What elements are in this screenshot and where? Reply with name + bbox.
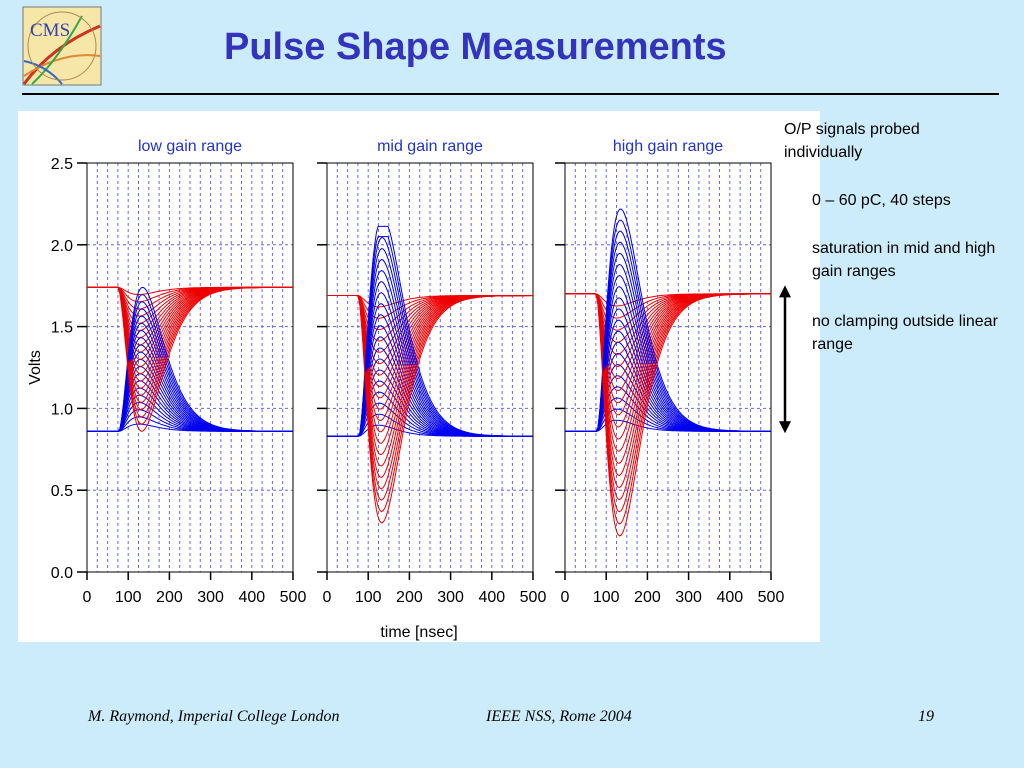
- trace-red: [565, 293, 771, 537]
- x-tick-label: 300: [437, 589, 464, 606]
- trace-red: [327, 295, 533, 524]
- trace-red: [87, 286, 293, 432]
- panel-frame: [326, 162, 534, 573]
- y-tick-label: 2.0: [51, 238, 73, 255]
- y-tick-label: 0.5: [51, 483, 73, 500]
- x-tick-label: 300: [197, 589, 224, 606]
- range-arrow-head-down: [779, 421, 791, 434]
- y-tick-label: 1.0: [51, 401, 73, 418]
- y-tick-label: 1.5: [51, 320, 73, 337]
- panel-frame: [564, 162, 772, 573]
- title-divider: [22, 93, 999, 95]
- x-tick-label: 200: [634, 589, 661, 606]
- note-item-clamping: no clamping outside linear range: [812, 313, 998, 353]
- x-tick-label: 500: [520, 589, 547, 606]
- trace-blue: [565, 208, 771, 432]
- range-arrow-head-up: [779, 285, 791, 298]
- x-tick-label: 300: [675, 589, 702, 606]
- x-tick-label: 0: [83, 589, 92, 606]
- panel-title-2: high gain range: [613, 138, 723, 155]
- note-item-saturation: saturation in mid and high gain ranges: [812, 240, 996, 280]
- notes-heading: O/P signals probed individually: [784, 121, 920, 161]
- x-tick-label: 200: [156, 589, 183, 606]
- trace-blue: [327, 225, 533, 437]
- x-tick-label: 0: [561, 589, 570, 606]
- note-item-steps: 0 – 60 pC, 40 steps: [812, 192, 951, 209]
- slide-title: Pulse Shape Measurements: [224, 26, 727, 68]
- panel-title-0: low gain range: [138, 138, 242, 155]
- x-tick-label: 100: [115, 589, 142, 606]
- y-tick-label: 0.0: [51, 565, 73, 582]
- footer-conference: IEEE NSS, Rome 2004: [486, 708, 632, 725]
- y-tick-label: 2.5: [51, 156, 73, 173]
- trace-red: [87, 286, 293, 375]
- panel-frame: [86, 162, 294, 573]
- footer-page-number: 19: [918, 708, 934, 725]
- x-tick-label: 400: [716, 589, 743, 606]
- x-tick-label: 400: [238, 589, 265, 606]
- panel-title-1: mid gain range: [377, 138, 483, 155]
- x-tick-label: 100: [355, 589, 382, 606]
- x-tick-label: 100: [593, 589, 620, 606]
- x-axis-label: time [nsec]: [380, 624, 457, 641]
- x-tick-label: 400: [478, 589, 505, 606]
- x-tick-label: 500: [758, 589, 785, 606]
- pulse-shape-chart: low gain range 0 100 200 300 400 500 mid gain r…: [27, 138, 791, 641]
- trace-blue: [565, 241, 771, 432]
- x-tick-label: 500: [280, 589, 307, 606]
- logo-text: CMS: [30, 20, 70, 41]
- trace-blue: [87, 286, 293, 432]
- y-axis-label: Volts: [27, 350, 44, 385]
- cms-logo: CMS: [22, 6, 102, 86]
- footer-author: M. Raymond, Imperial College London: [88, 708, 340, 725]
- plot-panel: low gain range 0 100 200 300 400 500 mid gain r…: [18, 111, 820, 642]
- x-tick-label: 0: [323, 589, 332, 606]
- x-tick-label: 200: [396, 589, 423, 606]
